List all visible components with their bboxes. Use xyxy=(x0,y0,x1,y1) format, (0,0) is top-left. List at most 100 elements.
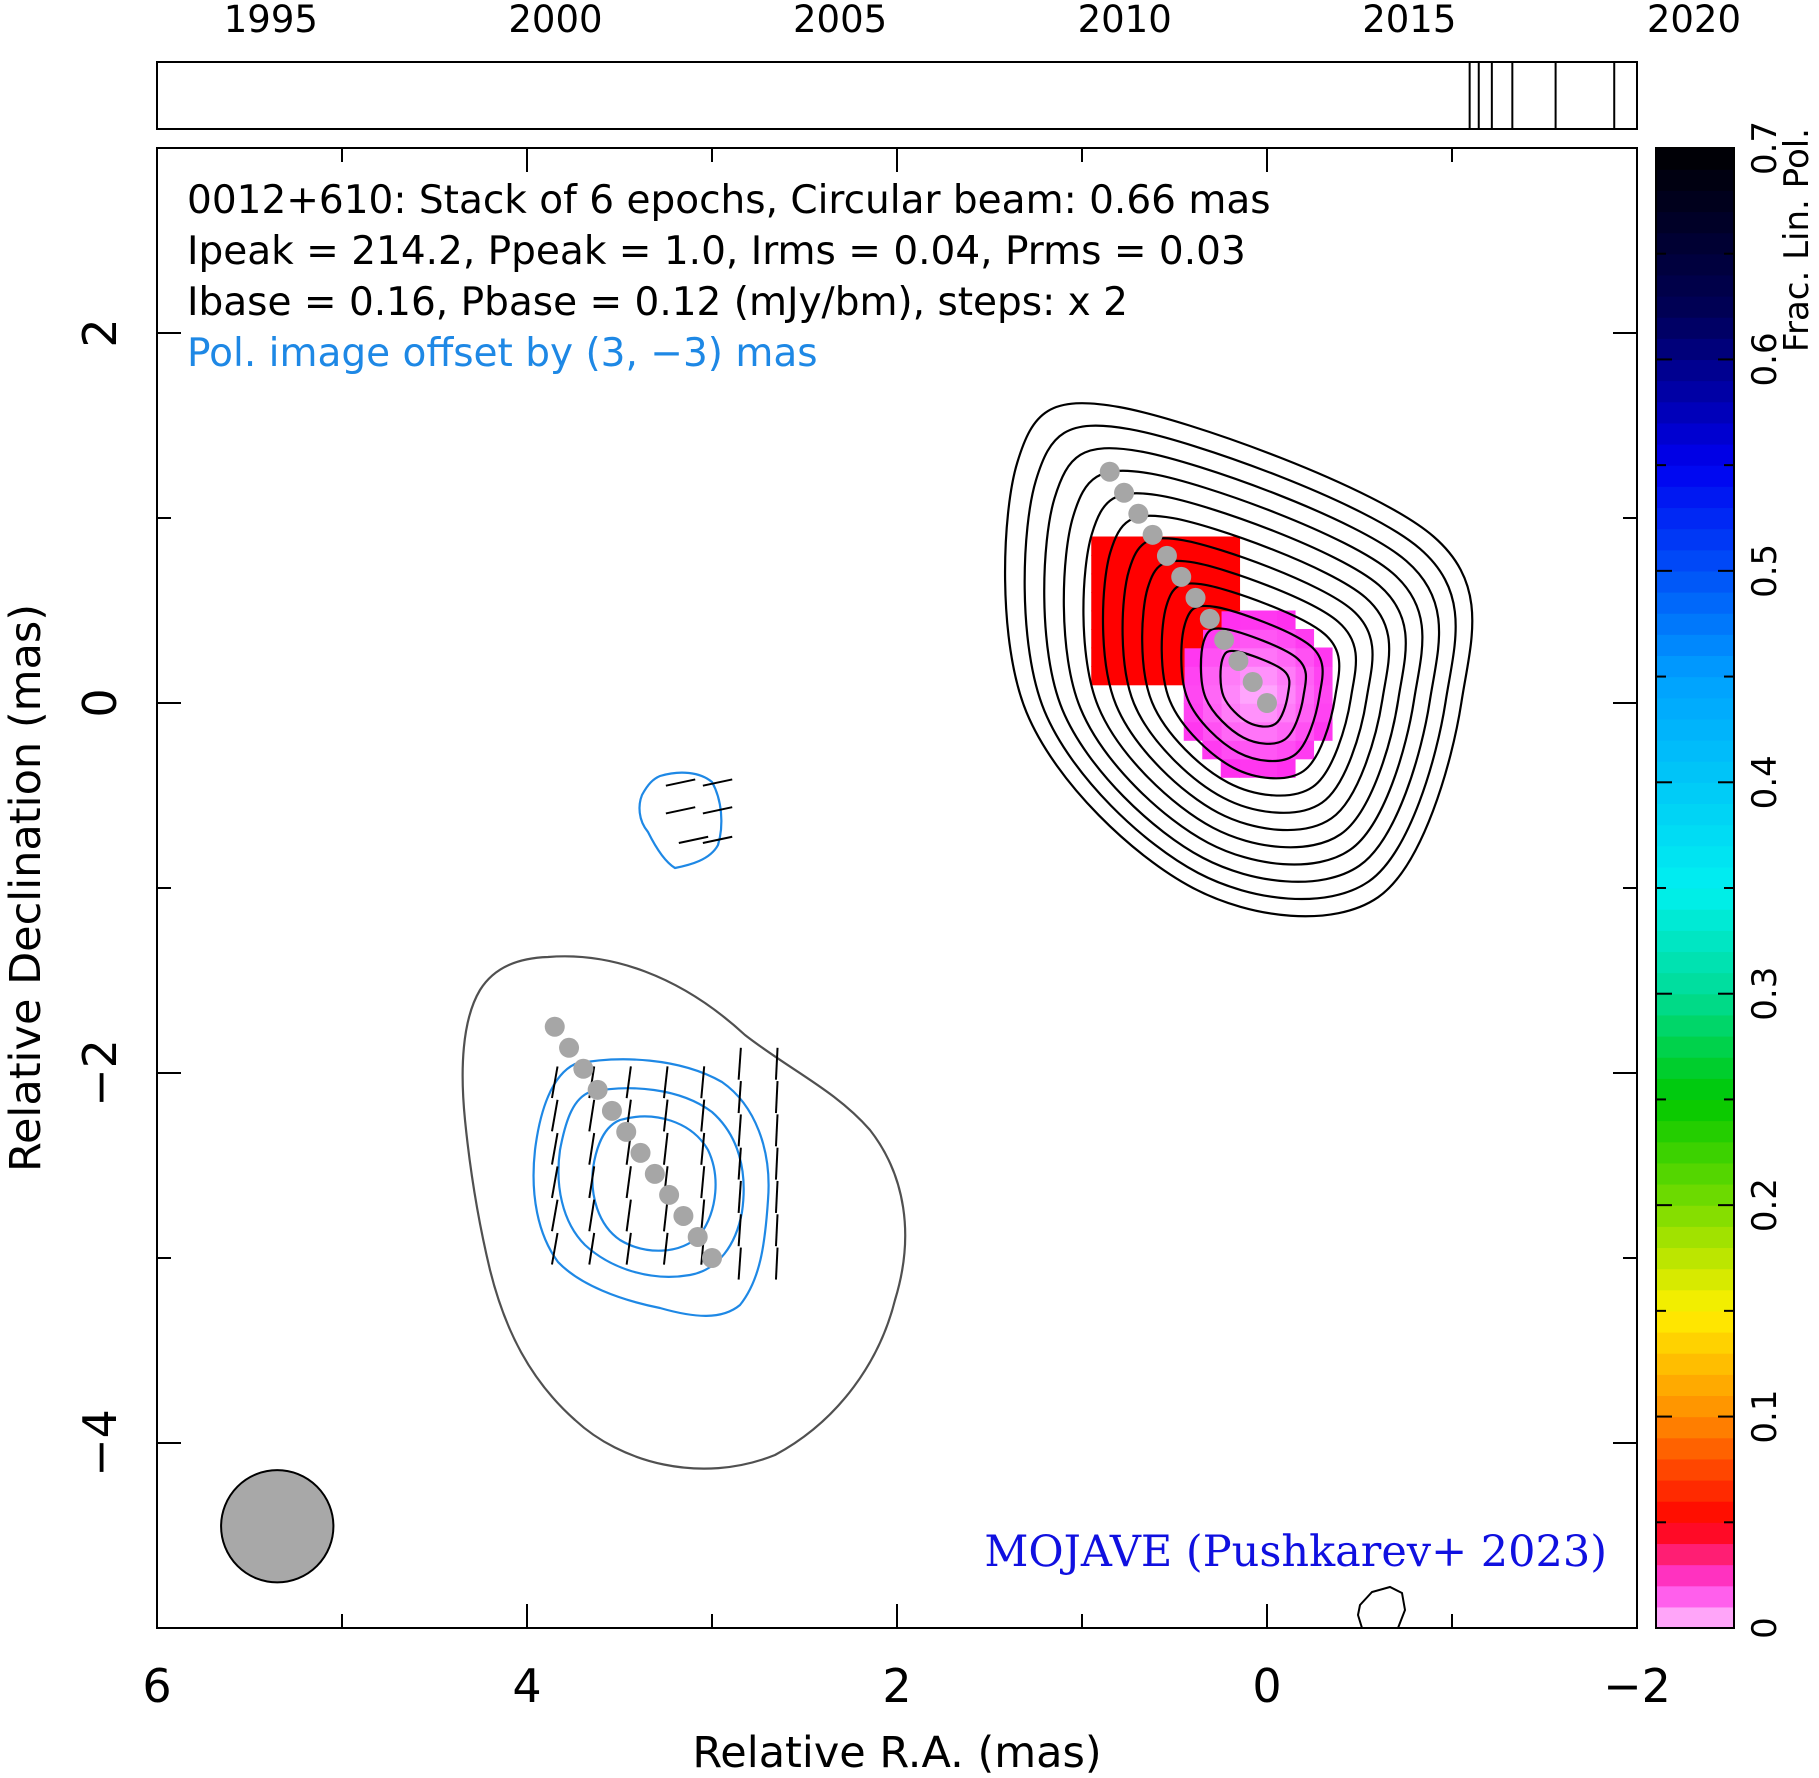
ridge-point xyxy=(687,1226,708,1247)
colorbar-cell xyxy=(1656,866,1734,889)
evpa-tick xyxy=(774,1114,779,1147)
colorbar-tick-label: 0.6 xyxy=(1745,332,1785,386)
evpa-tick xyxy=(662,1199,669,1232)
intensity-contour xyxy=(1043,447,1441,883)
ridge-point xyxy=(1099,461,1120,482)
x-tick-label: 4 xyxy=(512,1659,541,1713)
beam-ellipse xyxy=(220,1469,335,1584)
ridge-point xyxy=(559,1037,580,1058)
evpa-tick xyxy=(588,1132,596,1165)
colorbar-cell xyxy=(1656,296,1734,318)
header-line-4: Pol. image offset by (3, −3) mas xyxy=(187,331,818,376)
fracpol-pixel xyxy=(1220,666,1241,686)
evpa-tick xyxy=(774,1047,779,1080)
fracpol-pixel xyxy=(1202,666,1222,686)
evpa-tick xyxy=(774,1081,779,1114)
colorbar-tick-label: 0.3 xyxy=(1745,967,1785,1021)
evpa-tick xyxy=(625,1232,632,1265)
colorbar-cell xyxy=(1656,1014,1734,1037)
colorbar-cell xyxy=(1656,1458,1734,1481)
evpa-tick xyxy=(588,1199,596,1232)
fracpol-pixel xyxy=(1109,592,1130,612)
fracpol-pixel xyxy=(1257,740,1278,760)
evpa-tick xyxy=(550,1099,559,1132)
fracpol-pixel xyxy=(1239,703,1259,723)
evpa-tick xyxy=(774,1180,779,1213)
ridge-point xyxy=(1242,671,1263,692)
noise-contour xyxy=(1356,1585,1407,1628)
colorbar-tick-label: 0.4 xyxy=(1745,755,1785,809)
colorbar-cell xyxy=(1656,1184,1734,1206)
fracpol-pixel xyxy=(1128,592,1148,612)
colorbar-cell xyxy=(1656,1585,1734,1608)
ridge-point xyxy=(702,1248,722,1268)
colorbar-cell xyxy=(1656,676,1734,699)
fracpol-pixel xyxy=(1165,647,1185,667)
evpa-tick xyxy=(588,1232,596,1265)
colorbar-cell xyxy=(1656,169,1734,191)
pol-contour-knot xyxy=(638,771,723,870)
fracpol-pixel xyxy=(1109,666,1130,686)
fracpol-pixel xyxy=(1146,592,1167,612)
colorbar-cell xyxy=(1656,359,1734,382)
colorbar-cell xyxy=(1656,380,1734,403)
fracpol-pixel xyxy=(1313,647,1333,667)
epoch-year-label: 1995 xyxy=(224,0,318,41)
colorbar-cell xyxy=(1656,211,1734,234)
header-line-3: Ibase = 0.16, Pbase = 0.12 (mJy/bm), ste… xyxy=(187,280,1128,325)
intensity-contour xyxy=(1101,514,1391,832)
evpa-tick xyxy=(774,1147,779,1180)
fracpol-pixel xyxy=(1276,666,1296,686)
fracpol-pixel xyxy=(1220,592,1241,612)
fracpol-pixel xyxy=(1276,684,1296,704)
evpa-tick xyxy=(588,1166,596,1199)
colorbar-cell xyxy=(1656,740,1734,762)
mojave-annotation: MOJAVE (Pushkarev+ 2023) xyxy=(984,1527,1607,1577)
epoch-year-labels: 1995 2000 2005 2010 2015 2020 xyxy=(224,0,1741,41)
fracpol-pixel xyxy=(1183,536,1204,556)
colorbar-cell xyxy=(1656,1120,1734,1143)
colorbar-cell xyxy=(1656,1480,1734,1502)
pol-contour-2 xyxy=(557,1087,745,1278)
fracpol-pixel xyxy=(1183,555,1204,575)
intensity-contour xyxy=(1199,627,1308,745)
colorbar-cell xyxy=(1656,190,1734,213)
colorbar-cell xyxy=(1656,909,1734,931)
colorbar-cell xyxy=(1656,317,1734,339)
ridge-point xyxy=(1128,503,1149,524)
epoch-year-label: 2000 xyxy=(508,0,602,41)
evpa-tick xyxy=(550,1199,559,1232)
colorbar-cell xyxy=(1656,148,1734,170)
colorbar-cell xyxy=(1656,1522,1734,1545)
evpa-tick xyxy=(737,1180,742,1213)
intensity-contour xyxy=(1062,469,1424,866)
colorbar-tick-label: 0.7 xyxy=(1745,121,1785,175)
axis-ticks xyxy=(156,147,1638,1629)
colorbar-cell xyxy=(1656,1543,1734,1566)
evpa-tick xyxy=(588,1099,596,1132)
jet-ridge-line xyxy=(1099,461,1277,713)
ridge-point xyxy=(1257,693,1277,713)
colorbar-cell xyxy=(1656,253,1734,276)
evpa-tick xyxy=(700,1166,706,1199)
fracpol-pixel xyxy=(1202,573,1222,593)
fracpol-pixel xyxy=(1313,684,1333,704)
fracpol-pixel xyxy=(1276,610,1296,630)
x-tick-label: 2 xyxy=(882,1659,911,1713)
colorbar-cell xyxy=(1656,803,1734,826)
colorbar-cell xyxy=(1656,634,1734,657)
fracpol-pixel xyxy=(1294,647,1315,667)
colorbar-cell xyxy=(1656,274,1734,297)
intensity-contour xyxy=(1023,424,1457,901)
evpa-tick xyxy=(700,1132,706,1165)
colorbar-cell xyxy=(1656,592,1734,614)
colorbar-cell xyxy=(1656,761,1734,783)
evpa-tick xyxy=(662,1099,669,1132)
pol-contour-1 xyxy=(532,1058,770,1317)
fracpol-pixel xyxy=(1091,610,1111,630)
colorbar-cell xyxy=(1656,232,1734,255)
evpa-tick xyxy=(700,1066,706,1099)
fracpol-pixel xyxy=(1128,629,1148,649)
evpa-tick xyxy=(625,1066,632,1099)
